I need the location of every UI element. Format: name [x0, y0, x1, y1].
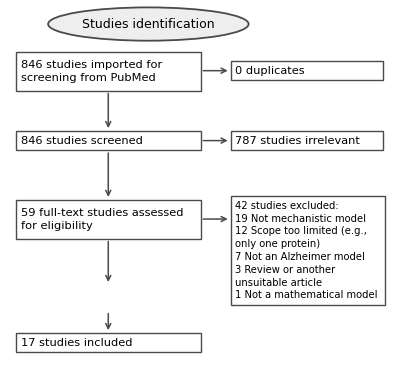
FancyBboxPatch shape	[16, 52, 200, 91]
Text: 59 full-text studies assessed
for eligibility: 59 full-text studies assessed for eligib…	[21, 208, 183, 231]
FancyBboxPatch shape	[231, 196, 385, 305]
Text: Studies identification: Studies identification	[82, 17, 215, 31]
Text: 846 studies screened: 846 studies screened	[21, 135, 143, 146]
Text: 846 studies imported for
screening from PubMed: 846 studies imported for screening from …	[21, 60, 162, 83]
FancyBboxPatch shape	[231, 131, 383, 150]
Text: 787 studies irrelevant: 787 studies irrelevant	[235, 135, 360, 146]
FancyBboxPatch shape	[16, 333, 200, 352]
FancyBboxPatch shape	[231, 61, 383, 80]
Text: 0 duplicates: 0 duplicates	[235, 65, 305, 76]
Ellipse shape	[48, 7, 249, 41]
FancyBboxPatch shape	[16, 131, 200, 150]
Text: 17 studies included: 17 studies included	[21, 337, 132, 348]
FancyBboxPatch shape	[16, 200, 200, 239]
Text: 42 studies excluded:
19 Not mechanistic model
12 Scope too limited (e.g.,
only o: 42 studies excluded: 19 Not mechanistic …	[235, 201, 377, 300]
